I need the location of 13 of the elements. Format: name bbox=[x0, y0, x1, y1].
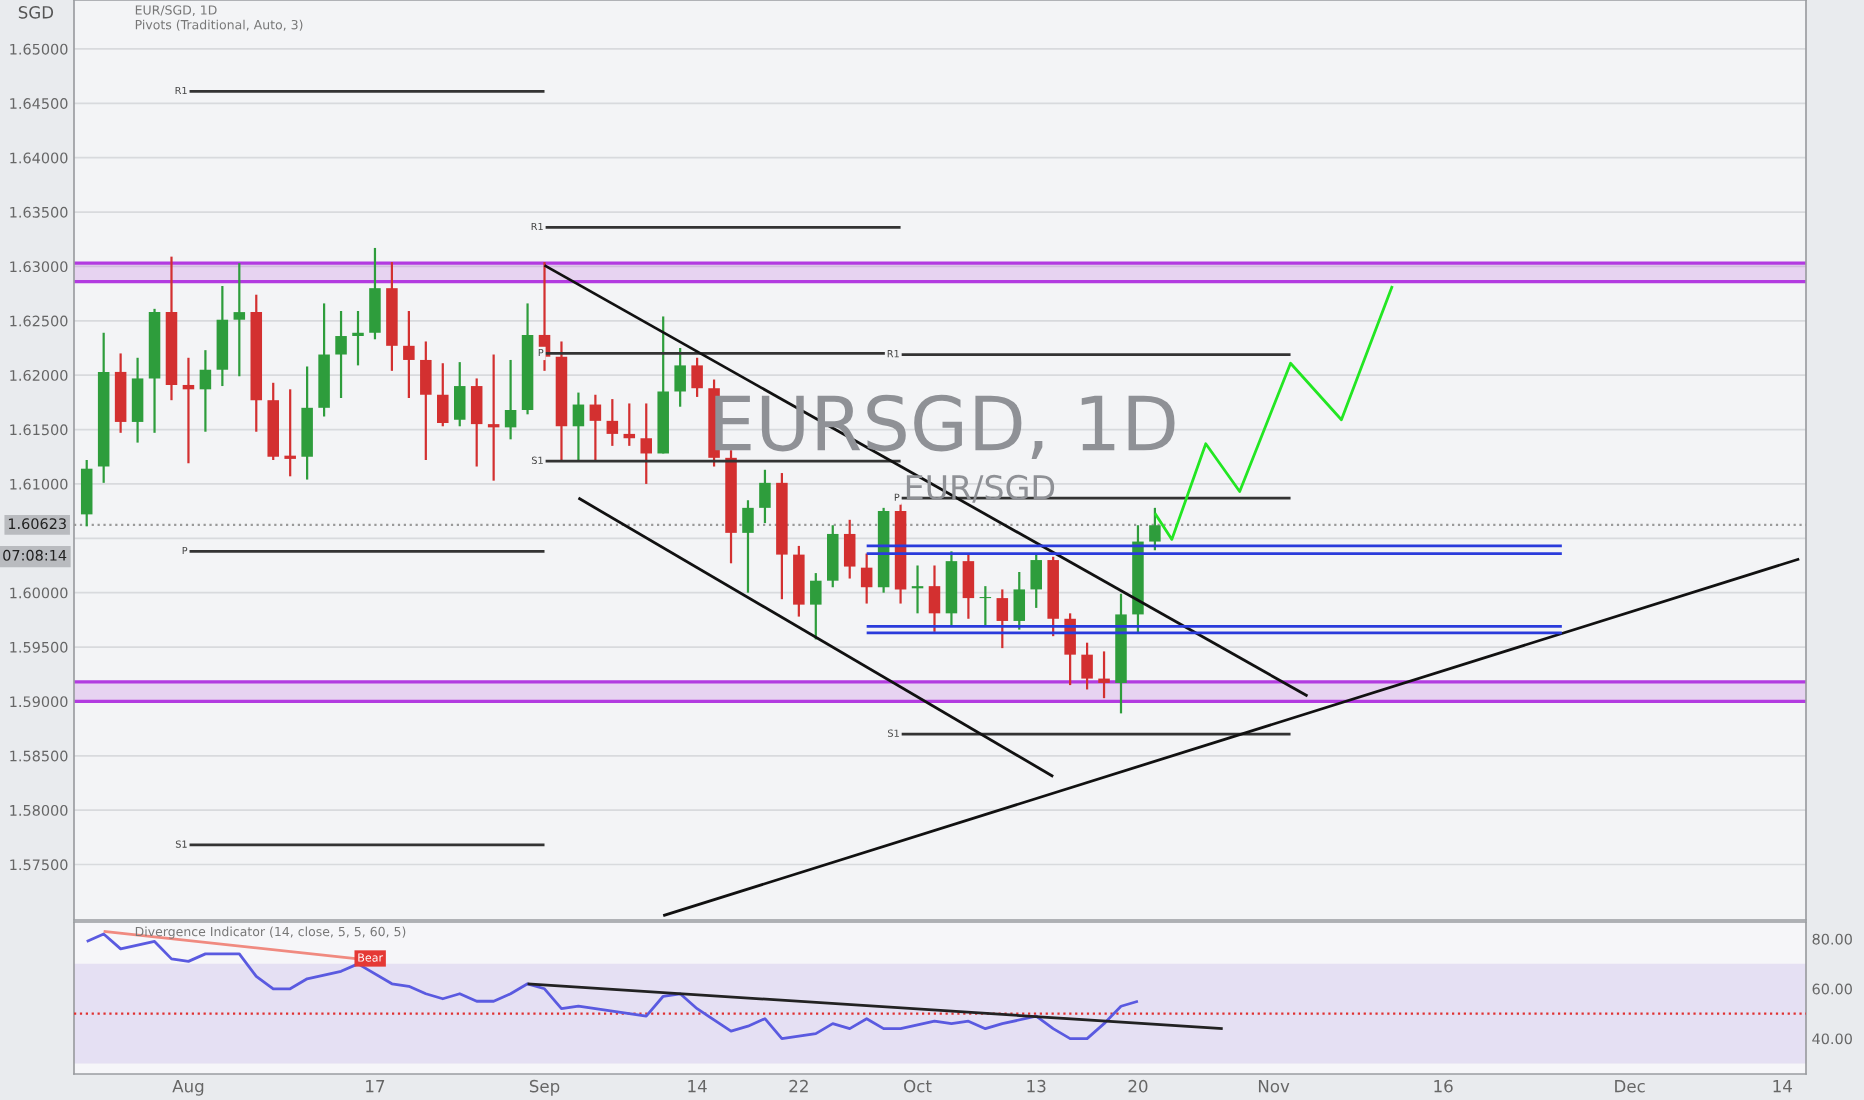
x-tick-label: 13 bbox=[1027, 1079, 1046, 1093]
x-tick-label: Sep bbox=[529, 1079, 560, 1096]
x-tick-label: 16 bbox=[1434, 1079, 1453, 1093]
y-axis-title: SGD bbox=[18, 6, 54, 19]
x-tick-label: 14 bbox=[688, 1080, 707, 1093]
x-tick-label: Dec bbox=[1615, 1080, 1645, 1093]
x-tick-label: Aug bbox=[172, 1080, 204, 1096]
x-tick-label: 14 bbox=[1773, 1080, 1792, 1093]
x-tick-label: 20 bbox=[1128, 1079, 1148, 1093]
x-tick-label: Nov bbox=[1258, 1080, 1290, 1093]
x-tick-label: Oct bbox=[904, 1079, 932, 1093]
x-tick-label: 17 bbox=[366, 1080, 385, 1093]
x-tick-label: 22 bbox=[789, 1079, 808, 1093]
